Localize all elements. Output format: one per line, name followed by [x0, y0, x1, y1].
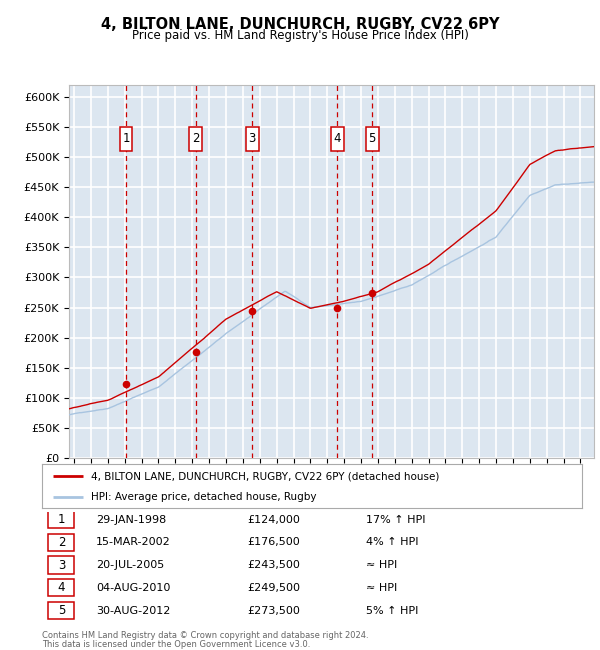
Text: ≈ HPI: ≈ HPI: [366, 583, 397, 593]
Text: 29-JAN-1998: 29-JAN-1998: [96, 515, 166, 525]
Text: 15-MAR-2002: 15-MAR-2002: [96, 538, 171, 547]
Text: This data is licensed under the Open Government Licence v3.0.: This data is licensed under the Open Gov…: [42, 640, 310, 649]
FancyBboxPatch shape: [331, 127, 344, 151]
FancyBboxPatch shape: [49, 534, 74, 551]
Text: 5% ↑ HPI: 5% ↑ HPI: [366, 606, 418, 616]
Text: 4: 4: [334, 132, 341, 145]
Text: 3: 3: [58, 558, 65, 571]
Text: 30-AUG-2012: 30-AUG-2012: [96, 606, 170, 616]
Text: 2: 2: [58, 536, 65, 549]
FancyBboxPatch shape: [246, 127, 259, 151]
Text: Contains HM Land Registry data © Crown copyright and database right 2024.: Contains HM Land Registry data © Crown c…: [42, 630, 368, 640]
FancyBboxPatch shape: [49, 579, 74, 596]
Text: £249,500: £249,500: [247, 583, 300, 593]
Text: ≈ HPI: ≈ HPI: [366, 560, 397, 570]
Text: 4% ↑ HPI: 4% ↑ HPI: [366, 538, 419, 547]
Text: 4: 4: [58, 581, 65, 594]
FancyBboxPatch shape: [366, 127, 379, 151]
Text: 3: 3: [248, 132, 256, 145]
Text: 2: 2: [192, 132, 200, 145]
Text: HPI: Average price, detached house, Rugby: HPI: Average price, detached house, Rugb…: [91, 492, 316, 502]
Text: Price paid vs. HM Land Registry's House Price Index (HPI): Price paid vs. HM Land Registry's House …: [131, 29, 469, 42]
Text: £273,500: £273,500: [247, 606, 300, 616]
Text: £243,500: £243,500: [247, 560, 300, 570]
Text: 5: 5: [368, 132, 376, 145]
Text: 1: 1: [58, 513, 65, 526]
Text: 1: 1: [122, 132, 130, 145]
FancyBboxPatch shape: [49, 556, 74, 573]
FancyBboxPatch shape: [190, 127, 202, 151]
Text: £124,000: £124,000: [247, 515, 300, 525]
Text: 4, BILTON LANE, DUNCHURCH, RUGBY, CV22 6PY (detached house): 4, BILTON LANE, DUNCHURCH, RUGBY, CV22 6…: [91, 471, 439, 482]
Text: £176,500: £176,500: [247, 538, 300, 547]
Text: 04-AUG-2010: 04-AUG-2010: [96, 583, 170, 593]
FancyBboxPatch shape: [119, 127, 133, 151]
FancyBboxPatch shape: [49, 602, 74, 619]
FancyBboxPatch shape: [49, 511, 74, 528]
Text: 20-JUL-2005: 20-JUL-2005: [96, 560, 164, 570]
Text: 17% ↑ HPI: 17% ↑ HPI: [366, 515, 425, 525]
Text: 4, BILTON LANE, DUNCHURCH, RUGBY, CV22 6PY: 4, BILTON LANE, DUNCHURCH, RUGBY, CV22 6…: [101, 16, 499, 32]
Text: 5: 5: [58, 604, 65, 617]
